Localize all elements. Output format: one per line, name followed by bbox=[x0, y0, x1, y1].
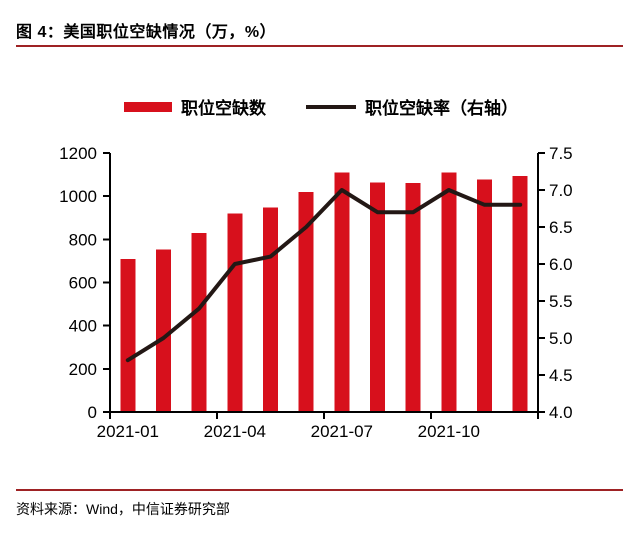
left-axis-tick-label: 400 bbox=[69, 317, 97, 336]
legend-label-vacancies: 职位空缺数 bbox=[181, 99, 266, 118]
vacancies-bar bbox=[298, 192, 314, 412]
x-axis-tick-label: 2021-07 bbox=[311, 422, 373, 441]
right-axis-tick-label: 6.0 bbox=[549, 255, 573, 274]
left-axis-tick-label: 800 bbox=[69, 230, 97, 249]
left-axis-tick-label: 0 bbox=[88, 403, 97, 422]
vacancies-bar bbox=[191, 233, 207, 412]
vacancies-bar bbox=[334, 172, 350, 412]
left-axis-tick-label: 200 bbox=[69, 360, 97, 379]
chart-legend: 职位空缺数 职位空缺率（右轴） bbox=[0, 94, 642, 119]
vacancy-rate-line bbox=[125, 188, 523, 363]
vacancies-bar bbox=[405, 183, 421, 412]
left-axis-tick-label: 1000 bbox=[59, 187, 97, 206]
x-axis-tick-label: 2021-10 bbox=[418, 422, 480, 441]
footer-divider bbox=[16, 489, 623, 491]
right-axis-tick-label: 6.5 bbox=[549, 218, 573, 237]
vacancies-bar bbox=[477, 179, 492, 412]
vacancies-bar bbox=[227, 213, 243, 412]
line-series-swatch-icon bbox=[306, 104, 356, 109]
legend-item-vacancy-rate: 职位空缺率（右轴） bbox=[306, 94, 518, 119]
x-axis-tick-label: 2021-04 bbox=[204, 422, 266, 441]
left-axis-tick-label: 600 bbox=[69, 274, 97, 293]
figure-title: 图 4：美国职位空缺情况（万，%） bbox=[16, 24, 277, 41]
vacancies-bar bbox=[263, 207, 278, 412]
vacancies-bar bbox=[512, 176, 528, 412]
title-divider bbox=[16, 45, 623, 47]
vacancies-bar bbox=[441, 172, 457, 412]
right-axis-tick-label: 5.5 bbox=[549, 292, 573, 311]
right-axis-tick-label: 7.0 bbox=[549, 181, 573, 200]
vacancies-bar bbox=[120, 258, 136, 412]
right-axis-tick-label: 7.5 bbox=[549, 144, 573, 163]
legend-item-vacancies: 职位空缺数 bbox=[124, 94, 266, 119]
x-axis-tick-label: 2021-01 bbox=[97, 422, 159, 441]
bar-series-swatch-icon bbox=[124, 101, 172, 112]
vacancies-bar bbox=[156, 249, 171, 412]
vacancies-bar bbox=[370, 182, 385, 412]
right-axis-tick-label: 4.0 bbox=[549, 403, 573, 422]
source-note: 资料来源：Wind，中信证券研究部 bbox=[16, 501, 230, 517]
legend-label-vacancy-rate: 职位空缺率（右轴） bbox=[365, 99, 518, 118]
right-axis-tick-label: 4.5 bbox=[549, 366, 573, 385]
bar-series bbox=[120, 172, 528, 412]
axes bbox=[103, 152, 545, 419]
left-axis-tick-label: 1200 bbox=[59, 144, 97, 163]
right-axis-tick-label: 5.0 bbox=[549, 329, 573, 348]
